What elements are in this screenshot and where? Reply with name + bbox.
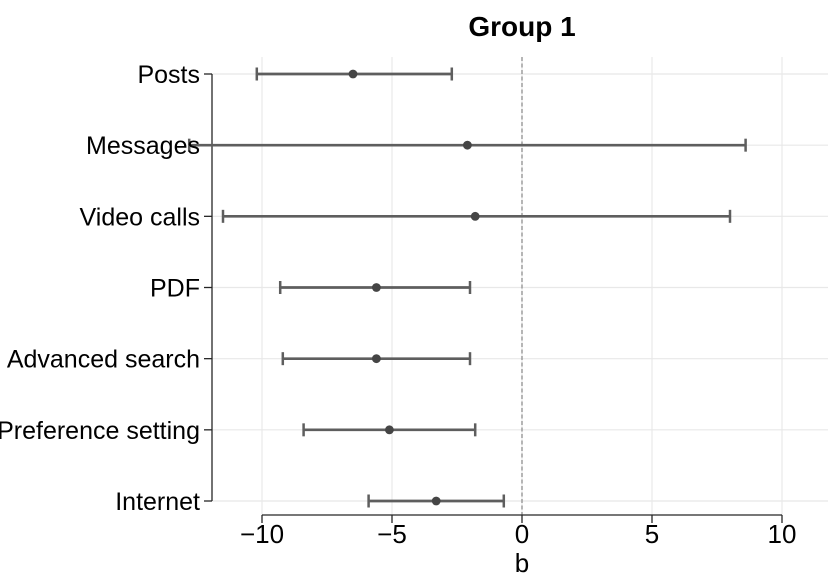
category-label: PDF xyxy=(150,275,200,303)
category-label: Preference setting xyxy=(0,417,200,445)
x-axis-tick-label: −5 xyxy=(377,519,407,549)
x-axis-tick-label: 5 xyxy=(645,519,659,549)
error-bar-row xyxy=(278,281,472,294)
point-estimate-dot xyxy=(431,496,441,506)
point-estimate-dot xyxy=(463,140,472,150)
category-label: Posts xyxy=(137,61,200,89)
error-bar-row xyxy=(255,67,454,81)
chart-title: Group 1 xyxy=(468,11,575,42)
error-bar-row xyxy=(221,209,732,223)
error-bar-row xyxy=(281,352,472,366)
category-label: Internet xyxy=(115,488,200,516)
x-axis-tick-label: 0 xyxy=(515,519,529,549)
x-axis-tick-label: −10 xyxy=(240,519,284,549)
category-label: Messages xyxy=(86,132,200,160)
point-estimate-dot xyxy=(372,354,381,364)
text-layer: Group 1 b Posts Messages Video calls PDF Adv… xyxy=(0,11,796,578)
error-bar-row xyxy=(367,494,506,508)
category-label: Advanced search xyxy=(7,346,200,374)
x-axis-tick-label: 10 xyxy=(768,519,797,549)
category-label: Video calls xyxy=(80,203,200,231)
x-axis-title: b xyxy=(515,548,529,578)
grid-layer xyxy=(212,57,828,515)
data-layer xyxy=(187,67,747,508)
axes-layer xyxy=(204,73,783,523)
point-estimate-dot xyxy=(385,425,394,435)
point-estimate-dot xyxy=(372,283,381,292)
error-bar-row xyxy=(302,423,477,437)
point-estimate-dot xyxy=(348,69,358,79)
point-estimate-dot xyxy=(470,211,480,221)
error-bar-row xyxy=(187,138,747,152)
